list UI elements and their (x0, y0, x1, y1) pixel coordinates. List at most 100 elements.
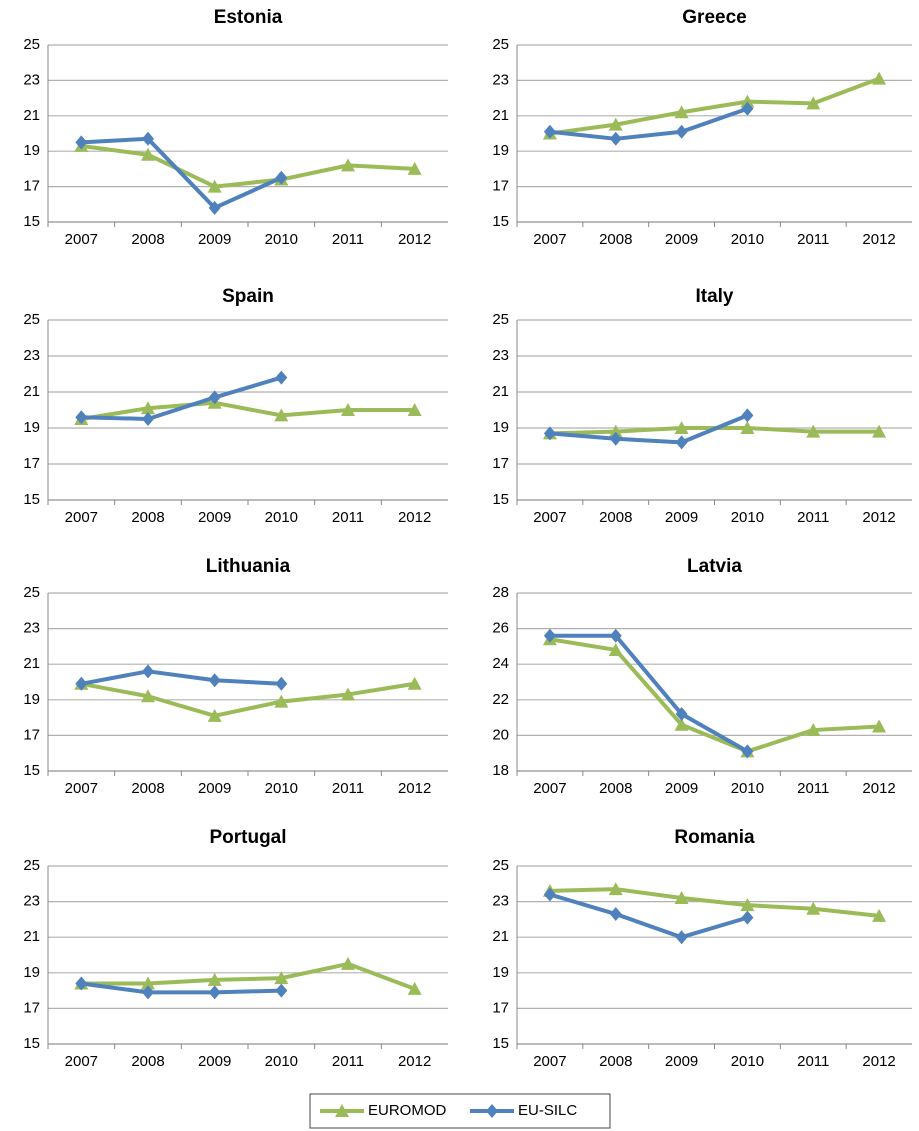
triangle-marker (872, 71, 887, 85)
diamond-marker (741, 101, 754, 116)
x-tick-label: 2007 (533, 1053, 566, 1070)
series-line (80, 681, 415, 718)
x-tick-label: 2008 (131, 231, 164, 248)
y-tick-label: 25 (23, 857, 40, 874)
diamond-marker (675, 930, 688, 945)
y-tick-label: 23 (492, 347, 509, 364)
diamond-marker (275, 676, 288, 691)
y-tick-label: 23 (23, 71, 40, 88)
series-line (81, 143, 415, 189)
x-tick-label: 2010 (265, 509, 298, 526)
x-tick-label: 2007 (65, 509, 98, 526)
triangle-marker (207, 179, 222, 193)
diamond-marker (609, 628, 622, 643)
triangle-marker (141, 147, 155, 161)
legend: EUROMOD EU-SILC (309, 1093, 611, 1129)
series-line (81, 961, 416, 991)
y-tick-label: 21 (23, 928, 40, 945)
chart-title: Greece (682, 7, 746, 28)
x-tick-label: 2010 (731, 231, 764, 248)
diamond-marker (208, 200, 221, 215)
y-tick-label: 25 (23, 311, 40, 328)
x-tick-label: 2011 (797, 509, 829, 526)
diamond-marker (75, 676, 88, 691)
diamond-marker (75, 410, 88, 425)
x-tick-label: 2012 (398, 1053, 431, 1070)
chart-title: Portugal (209, 827, 286, 848)
triangle-marker (872, 908, 887, 922)
y-tick-label: 15 (492, 1035, 509, 1052)
x-tick-label: 2009 (198, 231, 231, 248)
y-tick-label: 21 (23, 655, 40, 672)
y-tick-label: 17 (492, 178, 509, 195)
x-tick-label: 2010 (265, 1053, 298, 1070)
x-tick-label: 2008 (599, 509, 632, 526)
y-tick-label: 18 (492, 762, 509, 779)
triangle-marker (608, 882, 623, 896)
y-tick-label: 15 (492, 491, 509, 508)
triangle-marker (141, 401, 155, 415)
y-tick-label: 17 (23, 999, 40, 1016)
triangle-marker (674, 421, 689, 434)
y-tick-label: 17 (23, 178, 40, 195)
series-line (549, 887, 880, 918)
triangle-marker (806, 96, 821, 110)
diamond-marker (741, 408, 754, 423)
diamond-marker (142, 985, 154, 1000)
x-tick-label: 2009 (665, 1053, 698, 1070)
y-tick-label: 25 (492, 311, 509, 328)
x-tick-label: 2010 (265, 231, 298, 248)
series-line (80, 669, 282, 686)
y-tick-label: 23 (492, 893, 509, 910)
legend-marker (486, 1104, 498, 1118)
y-tick-label: 21 (23, 107, 40, 124)
series-line (549, 892, 748, 940)
x-tick-label: 2009 (665, 231, 698, 248)
y-tick-label: 25 (492, 36, 509, 53)
x-tick-label: 2007 (65, 780, 98, 797)
y-tick-label: 19 (492, 419, 509, 436)
x-tick-label: 2012 (862, 509, 895, 526)
triangle-marker (341, 687, 355, 701)
y-tick-label: 23 (23, 893, 40, 910)
triangle-marker (872, 719, 887, 733)
triangle-marker (274, 971, 289, 985)
series-line (549, 413, 749, 445)
series-line (81, 981, 282, 995)
diamond-marker (609, 907, 622, 922)
triangle-marker (341, 403, 355, 416)
x-tick-label: 2012 (398, 509, 431, 526)
x-tick-label: 2007 (533, 231, 566, 248)
diamond-marker (741, 910, 754, 925)
y-tick-label: 28 (492, 584, 509, 601)
chart-title: Lithuania (206, 556, 291, 577)
y-tick-label: 19 (23, 691, 40, 708)
y-tick-label: 23 (23, 347, 40, 364)
diamond-marker (741, 744, 754, 759)
triangle-marker (872, 424, 887, 438)
diamond-marker (75, 135, 88, 150)
diamond-marker (275, 983, 288, 998)
diamond-marker (275, 370, 288, 385)
triangle-marker (341, 956, 355, 970)
diamond-marker (208, 673, 221, 688)
triangle-marker (274, 408, 289, 422)
y-tick-label: 25 (492, 857, 509, 874)
triangle-marker (806, 723, 821, 737)
triangle-marker (141, 689, 155, 703)
triangle-marker (274, 694, 289, 708)
diamond-marker (142, 412, 154, 426)
panel: Italy 15 17 19 21 23 25 2007 2008 2009 2010 2011 201… (492, 286, 912, 526)
triangle-marker (806, 424, 821, 438)
y-tick-label: 23 (23, 620, 40, 637)
x-tick-label: 2012 (862, 1053, 895, 1070)
x-tick-label: 2008 (599, 231, 632, 248)
y-tick-label: 19 (23, 419, 40, 436)
x-tick-label: 2007 (65, 231, 98, 248)
x-tick-label: 2007 (533, 509, 566, 526)
x-tick-label: 2009 (665, 509, 698, 526)
y-tick-label: 24 (492, 655, 509, 672)
y-tick-label: 22 (492, 691, 509, 708)
x-tick-label: 2010 (731, 1053, 764, 1070)
triangle-marker (740, 421, 755, 434)
